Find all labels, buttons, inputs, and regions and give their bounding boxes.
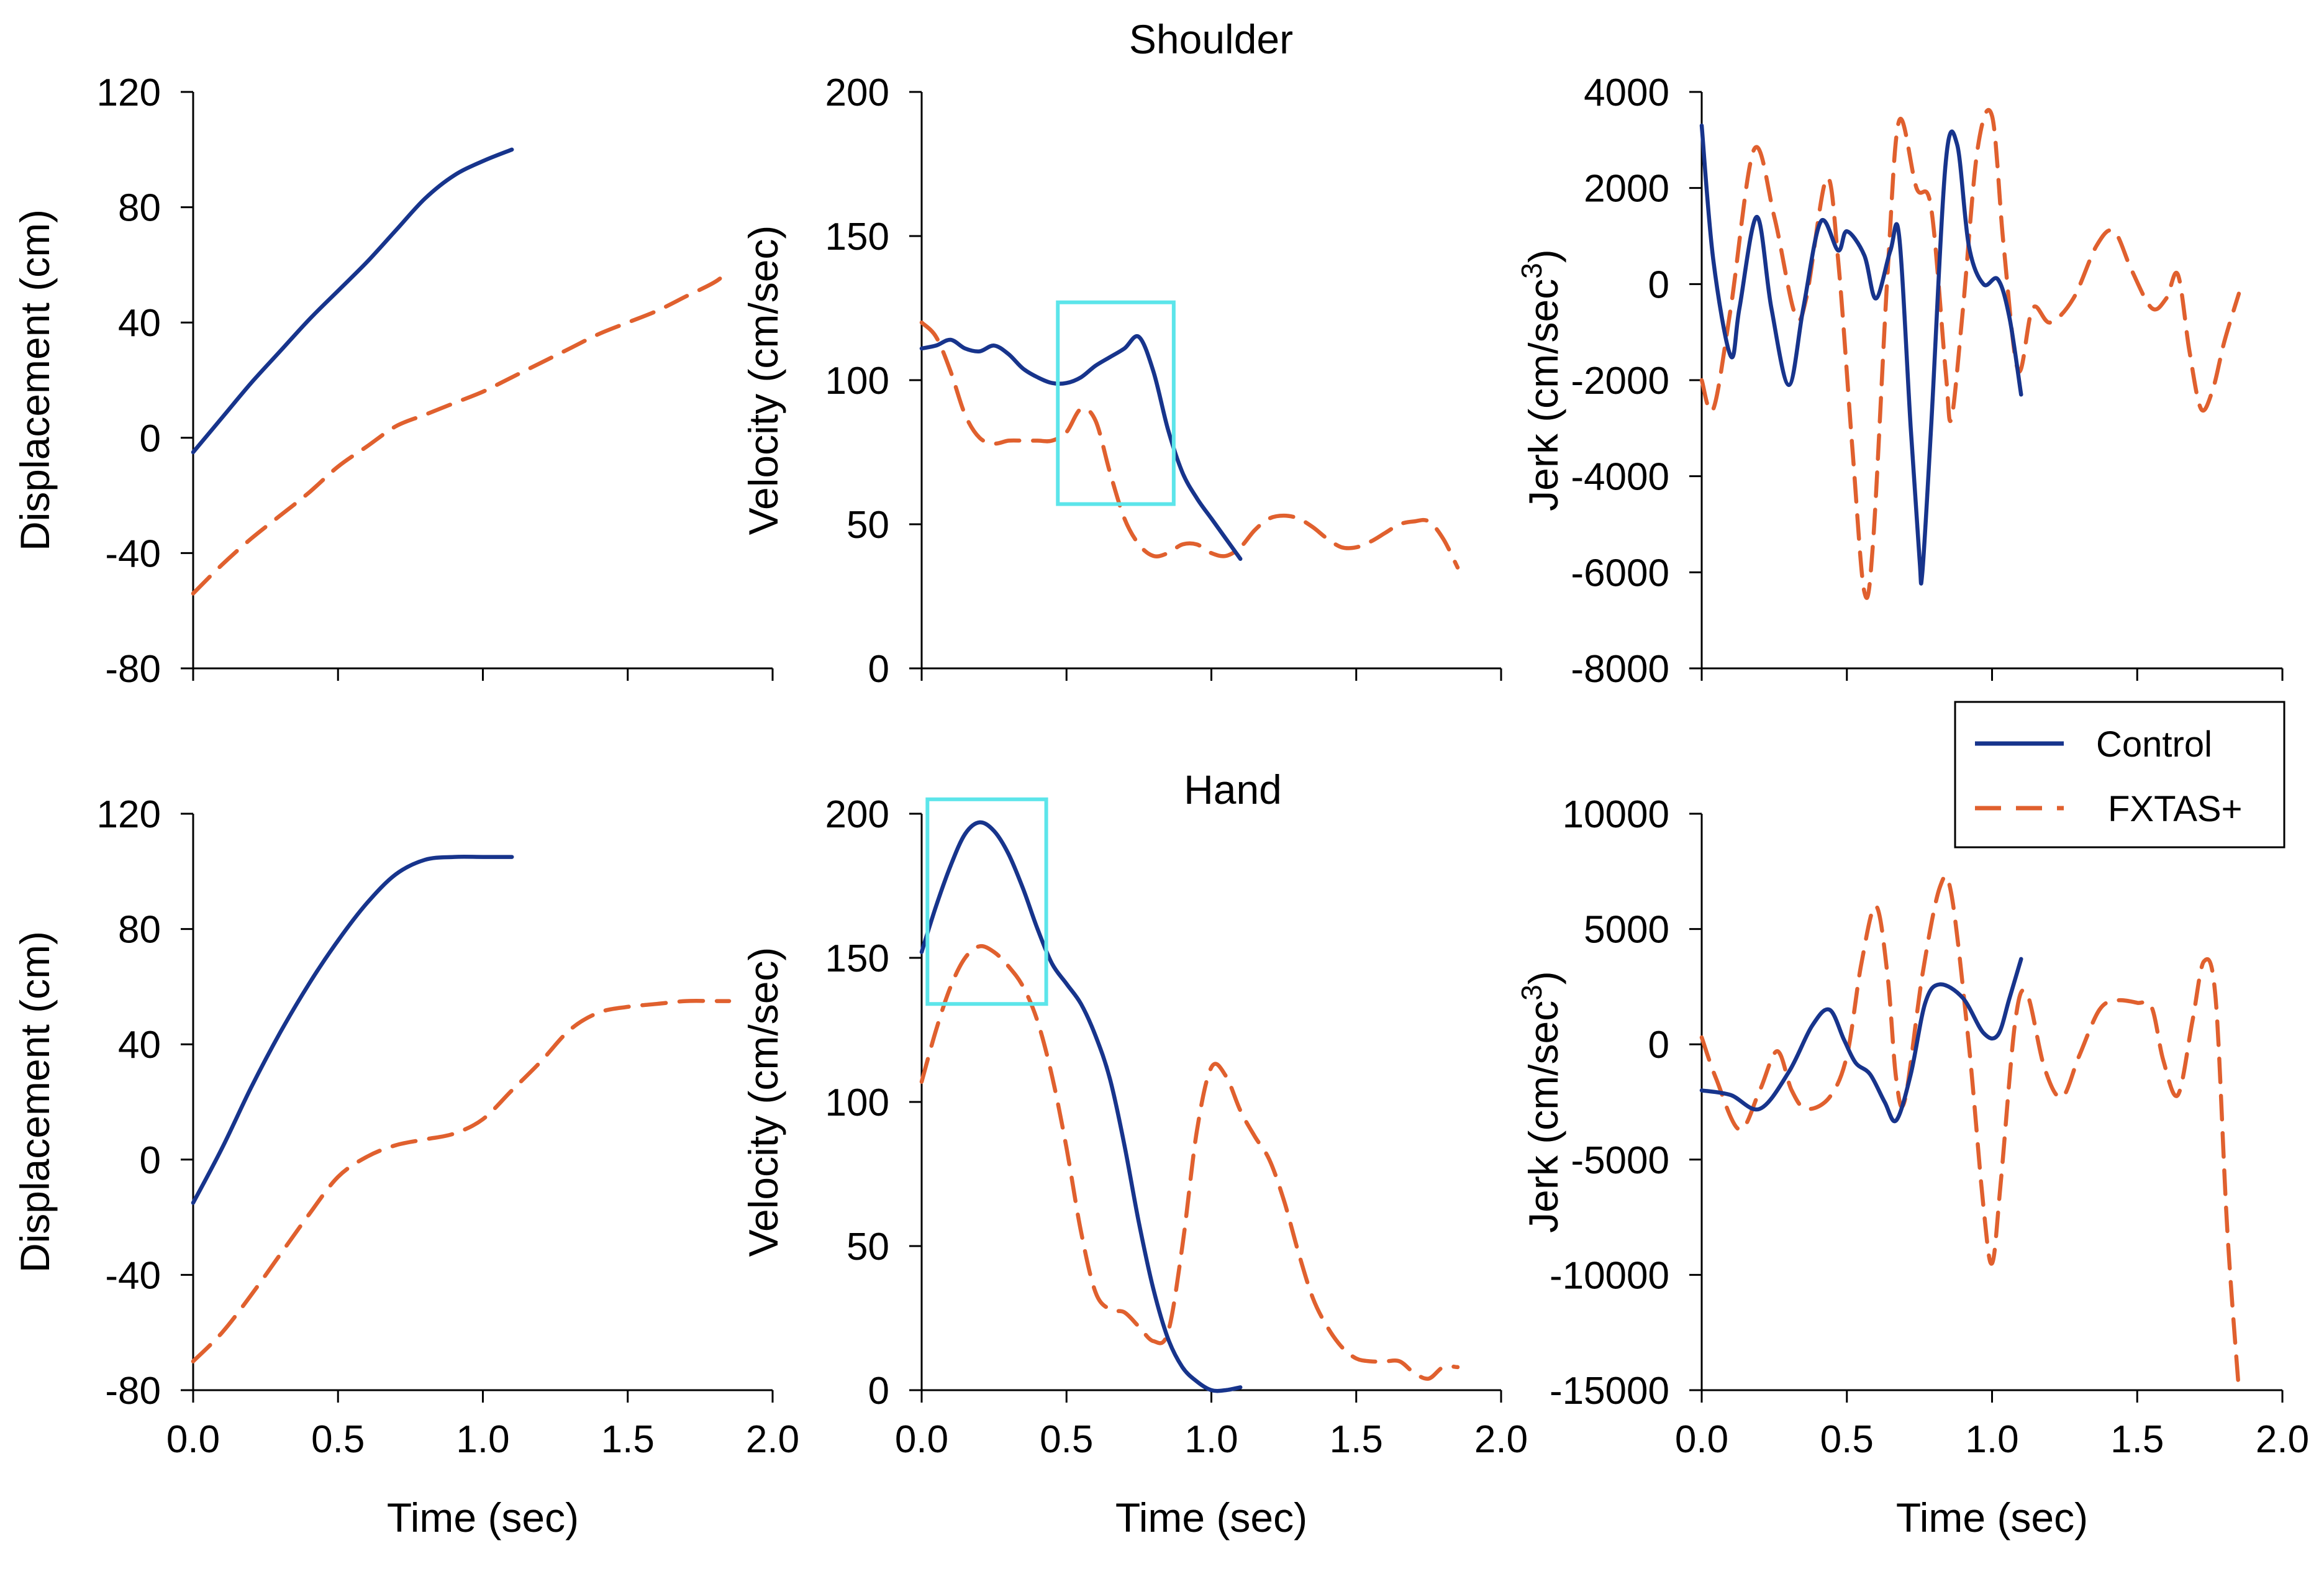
- hand-jerk-ytick-label: -5000: [1571, 1139, 1669, 1182]
- hand-displacement-ytick-label: 40: [118, 1024, 161, 1067]
- hand-velocity-y-axis-label: Velocity (cm/sec): [740, 947, 786, 1257]
- shoulder-jerk-ytick-label: 4000: [1584, 71, 1669, 114]
- shoulder-displacement-fxtas-line: [191, 268, 732, 596]
- shoulder-displacement-control-line: [191, 147, 514, 455]
- shoulder-displacement-ytick-label: 120: [97, 71, 161, 114]
- hand-velocity-xtick-label: 1.5: [1330, 1418, 1383, 1461]
- hand-displacement-ytick-label: 0: [140, 1139, 161, 1182]
- hand-velocity-plot: 0 50 100 150 200 0.0 0.5 1.0 1.5 2.0 Time (sec) Vel…: [740, 793, 1528, 1540]
- hand-jerk-xtick-label: 0.5: [1820, 1418, 1874, 1461]
- shoulder-velocity-ytick-label: 50: [847, 504, 889, 547]
- shoulder-velocity-control-line: [919, 334, 1243, 561]
- hand-jerk-y-axis-label: Jerk (cm/sec3): [1515, 971, 1566, 1233]
- hand-displacement-y-axis-label: Displacement (cm): [12, 931, 58, 1273]
- hand-velocity-control-line: [919, 820, 1243, 1393]
- hand-velocity-ytick-label: 200: [825, 793, 889, 836]
- shoulder-jerk-ytick-label: -8000: [1571, 648, 1669, 691]
- shoulder-jerk-control-line: [1699, 123, 2023, 586]
- hand-displacement-xtick-label: 0.5: [311, 1418, 365, 1461]
- hand-displacement-xtick-label: 1.5: [601, 1418, 655, 1461]
- shoulder-velocity-highlight-box: [1056, 300, 1176, 506]
- hand-displacement-xtick-label: 0.0: [166, 1418, 220, 1461]
- shoulder-velocity-y-axis-label: Velocity (cm/sec): [740, 225, 786, 535]
- hand-jerk-plot: -15000 -10000 -5000 0 5000 10000 0.0 0.5 1.0 1.5 2…: [1515, 793, 2309, 1540]
- hand-velocity-xtick-label: 0.5: [1040, 1418, 1093, 1461]
- shoulder-velocity-fxtas-line: [919, 320, 1460, 570]
- hand-jerk-xtick-label: 1.0: [1965, 1418, 2018, 1461]
- hand-jerk-x-axis-label: Time (sec): [1896, 1495, 2088, 1540]
- hand-displacement-fxtas-line: [191, 998, 732, 1363]
- hand-displacement-ytick-label: -80: [105, 1370, 161, 1413]
- hand-velocity-ytick-label: 0: [868, 1370, 889, 1413]
- shoulder-velocity-plot: 0 50 100 150 200 Velocity (cm/sec): [740, 71, 1502, 691]
- legend-control-label: Control: [2096, 724, 2212, 765]
- shoulder-jerk-ytick-label: 2000: [1584, 168, 1669, 211]
- hand-velocity-ytick-label: 50: [847, 1226, 889, 1268]
- shoulder-jerk-y-axis-label: Jerk (cm/sec3): [1515, 249, 1566, 511]
- shoulder-velocity-ytick-label: 100: [825, 360, 889, 403]
- legend-fxtas-label: FXTAS+: [2108, 789, 2242, 829]
- shoulder-displacement-ytick-label: 80: [118, 187, 161, 230]
- hand-velocity-highlight-box: [925, 797, 1048, 1006]
- hand-displacement-ytick-label: 80: [118, 909, 161, 952]
- legend: Control FXTAS+: [1954, 701, 2285, 849]
- hand-jerk-fxtas-line: [1699, 874, 2241, 1393]
- hand-jerk-ytick-label: 0: [1648, 1024, 1669, 1067]
- hand-displacement-xtick-label: 2.0: [746, 1418, 799, 1461]
- hand-velocity-ytick-label: 100: [825, 1081, 889, 1124]
- shoulder-displacement-y-axis-label: Displacement (cm): [12, 209, 58, 551]
- shoulder-displacement-plot: -80 -40 0 40 80 120 Displacement (cm): [12, 71, 774, 691]
- hand-displacement-ytick-label: 120: [97, 793, 161, 836]
- hand-velocity-x-axis-label: Time (sec): [1115, 1495, 1307, 1540]
- shoulder-jerk-ytick-label: -2000: [1571, 360, 1669, 403]
- hand-jerk-ytick-label: 10000: [1563, 793, 1669, 836]
- hand-velocity-xtick-label: 1.0: [1184, 1418, 1238, 1461]
- hand-jerk-ytick-label: -10000: [1550, 1254, 1669, 1297]
- shoulder-jerk-ytick-label: -6000: [1571, 552, 1669, 594]
- hand-velocity-fxtas-line: [919, 944, 1460, 1381]
- shoulder-section-title: Shoulder: [1129, 16, 1293, 62]
- hand-jerk-control-line: [1699, 957, 2023, 1124]
- hand-displacement-plot: -80 -40 0 40 80 120 0.0 0.5 1.0 1.5 2.0 Time (sec) D…: [12, 793, 799, 1540]
- plots-layer: -80 -40 0 40 80 120 Displacement (cm) 0 50 100 150…: [12, 71, 2309, 1540]
- hand-jerk-xtick-label: 1.5: [2110, 1418, 2164, 1461]
- hand-displacement-x-axis-label: Time (sec): [387, 1495, 579, 1540]
- shoulder-velocity-ytick-label: 0: [868, 648, 889, 691]
- hand-displacement-control-line: [191, 854, 514, 1205]
- hand-velocity-xtick-label: 0.0: [895, 1418, 948, 1461]
- hand-displacement-ytick-label: -40: [105, 1254, 161, 1297]
- hand-jerk-ytick-label: -15000: [1550, 1370, 1669, 1413]
- hand-jerk-xtick-label: 0.0: [1675, 1418, 1728, 1461]
- shoulder-jerk-ytick-label: 0: [1648, 263, 1669, 306]
- shoulder-velocity-ytick-label: 200: [825, 71, 889, 114]
- hand-velocity-xtick-label: 2.0: [1474, 1418, 1528, 1461]
- hand-jerk-ytick-label: 5000: [1584, 909, 1669, 952]
- hand-displacement-xtick-label: 1.0: [456, 1418, 509, 1461]
- shoulder-jerk-ytick-label: -4000: [1571, 456, 1669, 499]
- hand-section-title: Hand: [1184, 767, 1282, 812]
- shoulder-jerk-plot: -8000 -6000 -4000 -2000 0 2000 4000 Jerk (cm/se…: [1515, 71, 2284, 691]
- shoulder-displacement-ytick-label: 0: [140, 417, 161, 460]
- legend-frame: [1954, 701, 2285, 849]
- shoulder-displacement-ytick-label: -80: [105, 648, 161, 691]
- shoulder-displacement-ytick-label: -40: [105, 532, 161, 575]
- shoulder-velocity-ytick-label: 150: [825, 216, 889, 258]
- hand-velocity-ytick-label: 150: [825, 937, 889, 980]
- shoulder-displacement-ytick-label: 40: [118, 302, 161, 345]
- hand-jerk-xtick-label: 2.0: [2256, 1418, 2309, 1461]
